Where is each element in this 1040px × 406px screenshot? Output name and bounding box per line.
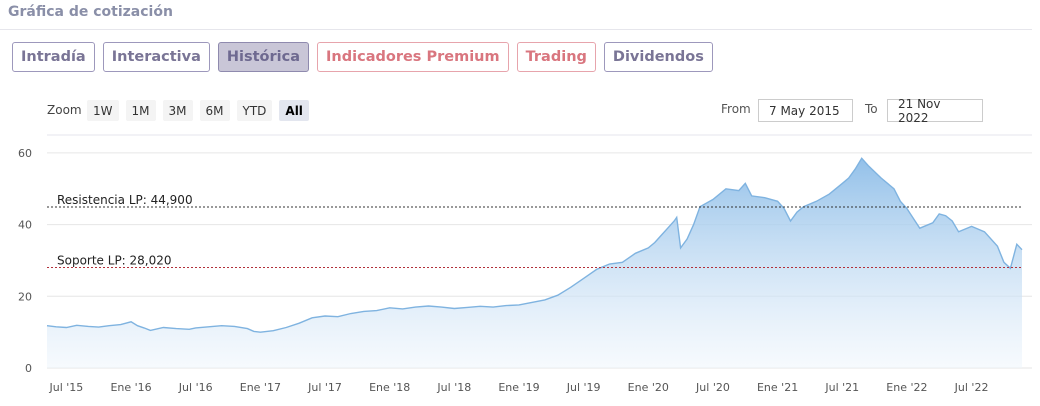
y-tick-label: 0 (25, 362, 32, 375)
y-tick-label: 40 (18, 219, 32, 232)
zoom-label: Zoom (47, 103, 82, 117)
zoom-1m-button[interactable]: 1M (125, 100, 156, 121)
price-line (46, 157, 1023, 333)
to-label: To (865, 102, 878, 116)
chart-tabs: Intradía Interactiva Histórica Indicador… (12, 42, 713, 72)
x-tick-label: Jul '22 (954, 381, 989, 394)
level-lines: Resistencia LP: 44,900 Soporte LP: 28,020 (47, 193, 1022, 269)
x-tick-label: Jul '15 (48, 381, 83, 394)
x-tick-label: Jul '17 (307, 381, 342, 394)
y-tick-label: 60 (18, 147, 32, 160)
title-divider (0, 29, 1032, 30)
x-tick-label: Ene '19 (498, 381, 539, 394)
zoom-ytd-button[interactable]: YTD (236, 100, 273, 121)
x-tick-label: Ene '22 (886, 381, 927, 394)
x-tick-label: Jul '18 (436, 381, 471, 394)
x-tick-label: Jul '19 (566, 381, 601, 394)
tab-indicadores-premium[interactable]: Indicadores Premium (317, 42, 509, 72)
from-label: From (721, 102, 751, 116)
resistance-label: Resistencia LP: 44,900 (57, 193, 193, 207)
zoom-all-button[interactable]: All (279, 100, 309, 121)
support-label: Soporte LP: 28,020 (57, 254, 172, 268)
from-date-input[interactable]: 7 May 2015 (758, 99, 853, 122)
x-tick-label: Ene '16 (110, 381, 151, 394)
price-area (47, 158, 1022, 368)
x-tick-label: Ene '20 (628, 381, 669, 394)
y-tick-label: 20 (18, 290, 32, 303)
x-tick-label: Ene '17 (240, 381, 281, 394)
x-tick-label: Ene '18 (369, 381, 410, 394)
y-axis: 0 20 40 60 (18, 147, 32, 375)
page-title: Gráfica de cotización (8, 4, 173, 20)
tab-trading[interactable]: Trading (516, 42, 596, 72)
zoom-buttons: 1W 1M 3M 6M YTD All (87, 100, 309, 121)
zoom-1w-button[interactable]: 1W (87, 100, 119, 121)
tab-interactiva[interactable]: Interactiva (102, 42, 210, 72)
x-tick-label: Jul '20 (695, 381, 730, 394)
tab-dividendos[interactable]: Dividendos (603, 42, 713, 72)
x-tick-label: Jul '21 (824, 381, 859, 394)
x-tick-label: Ene '21 (757, 381, 798, 394)
tab-historica[interactable]: Histórica (217, 42, 310, 72)
x-axis: Jul '15 Ene '16 Jul '16 Ene '17 Jul '17 Ene '… (48, 381, 988, 394)
zoom-6m-button[interactable]: 6M (199, 100, 230, 121)
x-tick-label: Jul '16 (178, 381, 213, 394)
tab-intradia[interactable]: Intradía (12, 42, 95, 72)
zoom-3m-button[interactable]: 3M (162, 100, 193, 121)
to-date-input[interactable]: 21 Nov 2022 (887, 97, 983, 125)
